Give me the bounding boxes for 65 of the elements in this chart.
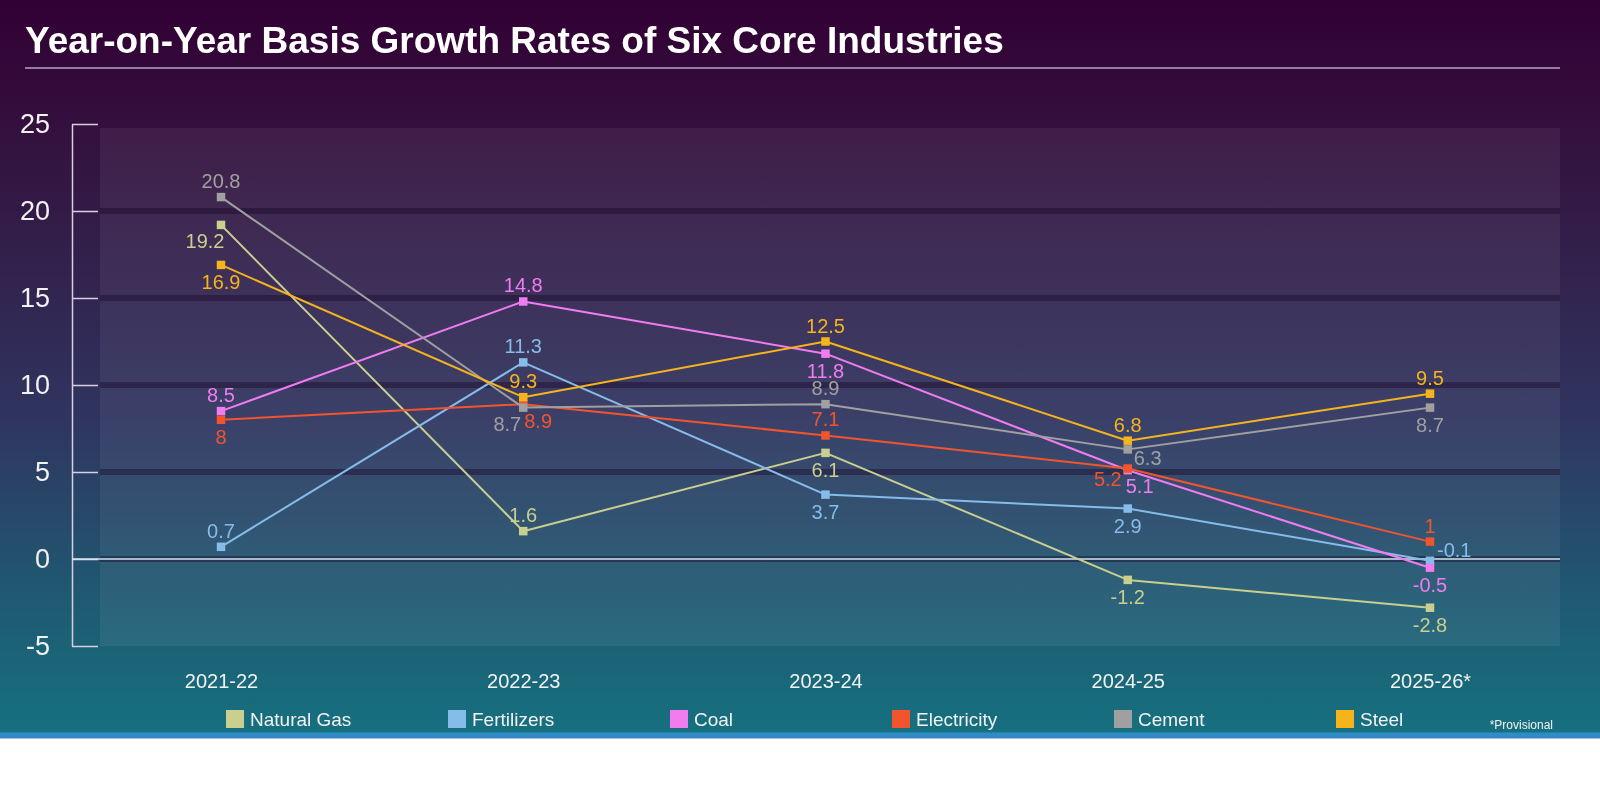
- x-tick-label: 2021-22: [184, 670, 259, 693]
- y-tick-label: 0: [34, 544, 50, 575]
- data-label: 7.1: [811, 408, 840, 431]
- data-label: 11.3: [504, 335, 542, 358]
- chart-title: Year-on-Year Basis Growth Rates of Six Core Industries: [25, 20, 1004, 61]
- data-label: 9.5: [1416, 366, 1444, 389]
- point: [821, 431, 830, 440]
- data-label: 5.1: [1125, 475, 1154, 498]
- point: [821, 399, 830, 409]
- point: [821, 448, 830, 458]
- data-label: 8.7: [1416, 413, 1444, 436]
- point: [519, 297, 528, 306]
- text: *Provisional: [1489, 718, 1553, 732]
- y-tick-label: 10: [19, 370, 50, 401]
- point: [519, 403, 528, 412]
- data-label: 6.8: [1113, 413, 1142, 436]
- x-tick-label: 2023-24: [789, 670, 863, 693]
- data-label: 14.8: [503, 274, 543, 297]
- data-label: 16.9: [201, 270, 241, 293]
- data-label: 6.3: [1133, 447, 1162, 470]
- x-tick-label: 2025-26*: [1389, 670, 1472, 693]
- data-label: 20.8: [201, 170, 241, 193]
- point: [1123, 436, 1132, 445]
- data-label: 8: [215, 425, 227, 448]
- data-label: -0.1: [1437, 538, 1472, 561]
- point: [1425, 537, 1435, 546]
- point: [821, 490, 830, 499]
- x-tick-label: 2022-23: [487, 670, 561, 693]
- data-label: 0.7: [207, 519, 235, 542]
- data-label: 1.6: [509, 504, 538, 527]
- data-label: -1.2: [1110, 585, 1145, 608]
- data-label: 8.7: [493, 412, 522, 435]
- point: [821, 349, 830, 358]
- point: [1425, 389, 1435, 398]
- data-label: 19.2: [185, 229, 225, 252]
- data-label: 2.9: [1113, 514, 1142, 537]
- data-label: 6.1: [811, 458, 840, 481]
- data-label: 9.3: [509, 370, 538, 393]
- legend-label: Fertilizers: [472, 708, 555, 730]
- y-tick-label: 25: [19, 109, 50, 140]
- data-label: -0.5: [1412, 573, 1448, 596]
- legend-label: Natural Gas: [250, 708, 352, 730]
- point: [1123, 445, 1132, 454]
- point: [821, 337, 830, 346]
- point: [519, 358, 528, 367]
- legend-label: Cement: [1138, 708, 1206, 730]
- y-tick-label: 15: [19, 283, 50, 314]
- data-label: 12.5: [806, 314, 845, 337]
- data-label: 3.7: [811, 500, 840, 523]
- legend-label: Electricity: [916, 708, 998, 730]
- legend-label: Coal: [694, 708, 734, 730]
- data-label: 8.9: [524, 410, 553, 433]
- point: [1425, 603, 1435, 612]
- data-label: -2.8: [1412, 613, 1448, 636]
- legend-label: Steel: [1360, 708, 1404, 730]
- point: [1425, 563, 1435, 572]
- data-label: 5.2: [1093, 467, 1122, 490]
- x-tick-label: 2024-25: [1091, 670, 1165, 693]
- y-tick-label: 5: [34, 457, 50, 488]
- data-label: 8.5: [207, 384, 235, 407]
- point: [1425, 403, 1435, 412]
- y-tick-label: -5: [25, 631, 50, 662]
- y-tick-label: 20: [19, 196, 50, 227]
- data-label: 1: [1424, 514, 1436, 537]
- point: [1123, 504, 1132, 513]
